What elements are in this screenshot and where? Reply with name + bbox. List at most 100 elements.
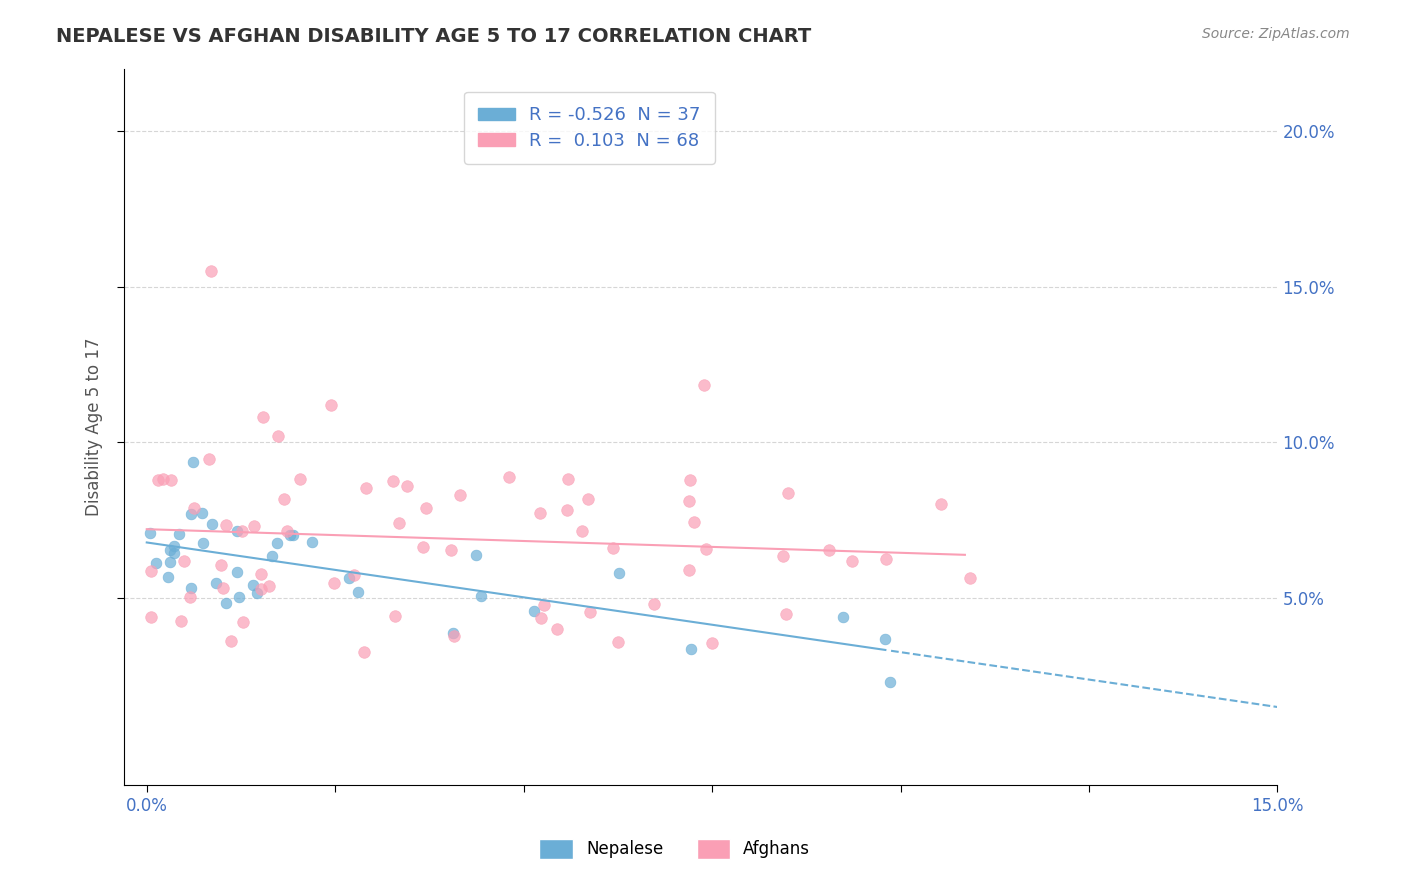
Afghans: [579, 605, 602, 619]
Afghans: [276, 524, 298, 538]
Nepalese: [470, 589, 492, 603]
Nepalese: [145, 556, 167, 570]
Afghans: [288, 472, 311, 486]
Nepalese: [242, 578, 264, 592]
Afghans: [353, 645, 375, 659]
Nepalese: [337, 570, 360, 584]
Afghans: [250, 582, 273, 596]
Nepalese: [156, 570, 179, 584]
Afghans: [443, 629, 465, 643]
Nepalese: [181, 455, 204, 469]
Nepalese: [159, 543, 181, 558]
Nepalese: [879, 674, 901, 689]
Afghans: [319, 398, 342, 412]
Nepalese: [163, 546, 186, 560]
Nepalese: [163, 539, 186, 553]
Nepalese: [201, 516, 224, 531]
Afghans: [440, 542, 463, 557]
Afghans: [412, 540, 434, 554]
Nepalese: [159, 555, 181, 569]
Afghans: [396, 478, 419, 492]
Text: Source: ZipAtlas.com: Source: ZipAtlas.com: [1202, 27, 1350, 41]
Afghans: [702, 635, 724, 649]
Afghans: [530, 611, 553, 625]
Text: NEPALESE VS AFGHAN DISABILITY AGE 5 TO 17 CORRELATION CHART: NEPALESE VS AFGHAN DISABILITY AGE 5 TO 1…: [56, 27, 811, 45]
Afghans: [449, 488, 471, 502]
Afghans: [257, 579, 280, 593]
Afghans: [322, 576, 344, 591]
Afghans: [197, 452, 219, 467]
Afghans: [183, 501, 205, 516]
Afghans: [607, 635, 630, 649]
Nepalese: [346, 584, 368, 599]
Afghans: [232, 615, 254, 629]
Nepalese: [180, 581, 202, 595]
Afghans: [214, 517, 236, 532]
Nepalese: [215, 596, 238, 610]
Nepalese: [180, 507, 202, 521]
Nepalese: [465, 548, 488, 562]
Afghans: [148, 473, 170, 487]
Afghans: [252, 410, 274, 425]
Nepalese: [831, 609, 853, 624]
Nepalese: [262, 549, 284, 563]
Afghans: [643, 598, 665, 612]
Afghans: [546, 622, 568, 636]
Nepalese: [523, 604, 546, 618]
Afghans: [772, 549, 794, 563]
Afghans: [683, 515, 706, 529]
Afghans: [817, 543, 839, 558]
Nepalese: [246, 586, 269, 600]
Afghans: [152, 472, 174, 486]
Afghans: [571, 524, 593, 539]
Afghans: [343, 568, 366, 582]
Nepalese: [441, 626, 464, 640]
Nepalese: [139, 526, 162, 541]
Afghans: [173, 554, 195, 568]
Legend: R = -0.526  N = 37, R =  0.103  N = 68: R = -0.526 N = 37, R = 0.103 N = 68: [464, 92, 714, 164]
Nepalese: [266, 535, 288, 549]
Afghans: [931, 497, 953, 511]
Afghans: [695, 542, 717, 557]
Afghans: [693, 378, 716, 392]
Afghans: [212, 581, 235, 595]
Afghans: [209, 558, 232, 572]
Afghans: [160, 473, 183, 487]
Afghans: [231, 524, 253, 539]
Afghans: [875, 552, 897, 566]
Afghans: [678, 564, 700, 578]
Nepalese: [875, 632, 897, 647]
Nepalese: [607, 566, 630, 581]
Afghans: [273, 491, 295, 506]
Y-axis label: Disability Age 5 to 17: Disability Age 5 to 17: [86, 337, 103, 516]
Nepalese: [191, 506, 214, 520]
Afghans: [602, 541, 624, 555]
Nepalese: [281, 528, 304, 542]
Nepalese: [278, 528, 301, 542]
Afghans: [775, 607, 797, 621]
Afghans: [384, 608, 406, 623]
Nepalese: [204, 576, 226, 591]
Legend: Nepalese, Afghans: Nepalese, Afghans: [533, 832, 817, 866]
Afghans: [557, 472, 579, 486]
Afghans: [529, 506, 551, 520]
Afghans: [533, 599, 555, 613]
Afghans: [959, 571, 981, 585]
Afghans: [267, 429, 290, 443]
Nepalese: [167, 527, 190, 541]
Afghans: [388, 516, 411, 530]
Afghans: [498, 469, 520, 483]
Afghans: [221, 634, 243, 648]
Afghans: [678, 493, 700, 508]
Afghans: [243, 519, 266, 533]
Afghans: [354, 481, 377, 495]
Afghans: [139, 565, 162, 579]
Afghans: [679, 473, 702, 487]
Nepalese: [193, 536, 215, 550]
Afghans: [249, 567, 271, 582]
Nepalese: [679, 641, 702, 656]
Afghans: [841, 554, 863, 568]
Afghans: [415, 501, 437, 516]
Afghans: [778, 485, 800, 500]
Afghans: [179, 590, 201, 604]
